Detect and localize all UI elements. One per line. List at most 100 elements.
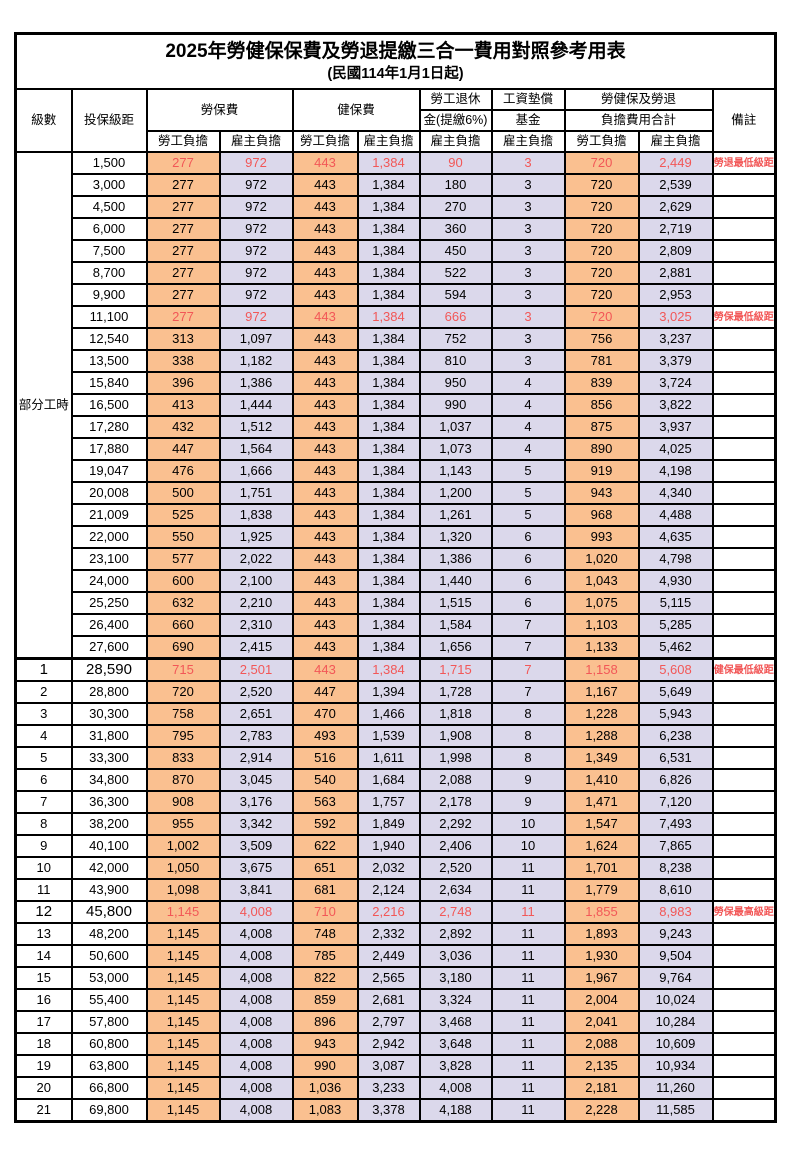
page-title: 2025年勞健保保費及勞退提繳三合一費用對照參考用表	[165, 41, 626, 62]
table-row: 4 31,800 795 2,783 493 1,539 1,908 8 1,288 6,238	[14, 724, 777, 749]
table-row: 17,280 432 1,512 443 1,384 1,037 4 875 3,937	[16, 415, 777, 440]
value-cell: 2,088	[418, 768, 493, 793]
bracket-cell: 26,400	[70, 613, 148, 638]
value-cell: 10,284	[637, 1010, 714, 1035]
remark-cell	[711, 547, 777, 572]
value-cell: 7,865	[637, 834, 714, 859]
value-cell: 2,088	[563, 1032, 640, 1057]
value-cell: 710	[291, 900, 359, 925]
bracket-cell: 17,280	[70, 415, 148, 440]
table-row: 20,008 500 1,751 443 1,384 1,200 5 943 4,340	[16, 481, 777, 506]
value-cell: 4,798	[637, 547, 714, 572]
value-cell: 277	[145, 217, 221, 242]
value-cell: 720	[563, 283, 640, 308]
value-cell: 11,585	[637, 1098, 714, 1123]
bracket-cell: 38,200	[70, 812, 148, 837]
value-cell: 5,943	[637, 702, 714, 727]
value-cell: 943	[563, 481, 640, 506]
bracket-cell: 66,800	[70, 1076, 148, 1101]
bracket-cell: 19,047	[70, 459, 148, 484]
value-cell: 2,406	[418, 834, 493, 859]
value-cell: 1,261	[418, 503, 493, 528]
value-cell: 1,075	[563, 591, 640, 616]
value-cell: 443	[291, 459, 359, 484]
bracket-cell: 6,000	[70, 217, 148, 242]
remark-cell	[711, 327, 777, 352]
value-cell: 11	[490, 988, 566, 1013]
page-subtitle: (民國114年1月1日起)	[327, 65, 464, 82]
value-cell: 896	[291, 1010, 359, 1035]
value-cell: 3,841	[218, 878, 294, 903]
value-cell: 413	[145, 393, 221, 418]
bracket-cell: 63,800	[70, 1054, 148, 1079]
value-cell: 4,008	[218, 1076, 294, 1101]
value-cell: 4,008	[218, 1010, 294, 1035]
value-cell: 1,751	[218, 481, 294, 506]
value-cell: 3,937	[637, 415, 714, 440]
value-cell: 1,384	[356, 635, 421, 660]
value-cell: 2,181	[563, 1076, 640, 1101]
bracket-cell: 7,500	[70, 239, 148, 264]
value-cell: 972	[218, 195, 294, 220]
value-cell: 6	[490, 591, 566, 616]
value-cell: 3	[490, 217, 566, 242]
value-cell: 443	[291, 503, 359, 528]
level-cell: 12	[14, 900, 73, 925]
value-cell: 1,515	[418, 591, 493, 616]
value-cell: 2,719	[637, 217, 714, 242]
table-row: 8 38,200 955 3,342 592 1,849 2,292 10 1,547 7,493	[14, 812, 777, 837]
value-cell: 1,715	[418, 657, 493, 683]
value-cell: 3,045	[218, 768, 294, 793]
table-row: 1 28,590 715 2,501 443 1,384 1,715 7 1,158 5,608 健…	[14, 657, 777, 683]
value-cell: 3,176	[218, 790, 294, 815]
value-cell: 443	[291, 393, 359, 418]
value-cell: 2,520	[418, 856, 493, 881]
value-cell: 1,394	[356, 680, 421, 705]
value-cell: 2,449	[356, 944, 421, 969]
bracket-cell: 53,000	[70, 966, 148, 991]
value-cell: 2,022	[218, 547, 294, 572]
value-cell: 2,539	[637, 173, 714, 198]
header-pension-line1: 勞工退休	[418, 88, 493, 112]
value-cell: 8	[490, 702, 566, 727]
value-cell: 447	[145, 437, 221, 462]
bracket-cell: 11,100	[70, 305, 148, 330]
value-cell: 470	[291, 702, 359, 727]
value-cell: 11,260	[637, 1076, 714, 1101]
value-cell: 4,340	[637, 481, 714, 506]
bracket-cell: 25,250	[70, 591, 148, 616]
value-cell: 2,783	[218, 724, 294, 749]
value-cell: 972	[218, 239, 294, 264]
value-cell: 2,881	[637, 261, 714, 286]
value-cell: 2,292	[418, 812, 493, 837]
value-cell: 1,539	[356, 724, 421, 749]
value-cell: 443	[291, 151, 359, 176]
value-cell: 1,384	[356, 459, 421, 484]
bracket-cell: 48,200	[70, 922, 148, 947]
table-row: 15,840 396 1,386 443 1,384 950 4 839 3,724	[16, 371, 777, 396]
value-cell: 476	[145, 459, 221, 484]
value-cell: 1,320	[418, 525, 493, 550]
value-cell: 7,120	[637, 790, 714, 815]
value-cell: 1,073	[418, 437, 493, 462]
value-cell: 5,462	[637, 635, 714, 660]
value-cell: 3,828	[418, 1054, 493, 1079]
value-cell: 4,008	[218, 1032, 294, 1057]
bracket-cell: 30,300	[70, 702, 148, 727]
value-cell: 785	[291, 944, 359, 969]
value-cell: 3,822	[637, 393, 714, 418]
value-cell: 1,098	[145, 878, 221, 903]
table-row: 7,500 277 972 443 1,384 450 3 720 2,809	[16, 239, 777, 264]
remark-cell	[711, 173, 777, 198]
table-row: 26,400 660 2,310 443 1,384 1,584 7 1,103 5,285	[16, 613, 777, 638]
value-cell: 2,415	[218, 635, 294, 660]
value-cell: 3	[490, 151, 566, 176]
value-cell: 577	[145, 547, 221, 572]
remark-cell	[711, 261, 777, 286]
bracket-cell: 23,100	[70, 547, 148, 572]
value-cell: 3,342	[218, 812, 294, 837]
header-remark: 備註	[711, 88, 777, 154]
remark-cell	[711, 591, 777, 616]
value-cell: 1,779	[563, 878, 640, 903]
value-cell: 833	[145, 746, 221, 771]
